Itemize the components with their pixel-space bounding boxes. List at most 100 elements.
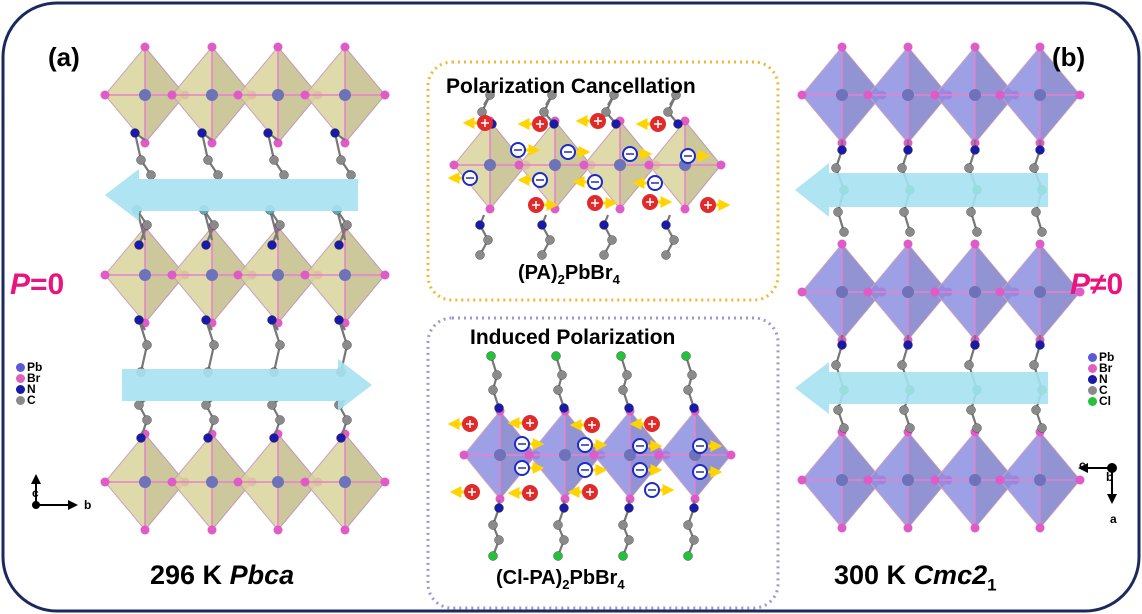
- positive-dipole: [569, 417, 600, 433]
- br-atom: [340, 138, 350, 148]
- chain-atom: [130, 128, 140, 138]
- negative-dipole: [632, 438, 663, 454]
- chain-atom: [209, 340, 219, 350]
- chain-atom: [483, 235, 493, 245]
- pb-atom: [836, 89, 848, 101]
- chain-atom: [833, 405, 843, 415]
- pbbr6-octahedron: [995, 239, 1085, 345]
- br-atom: [970, 523, 980, 533]
- br-atom: [903, 523, 913, 533]
- formula-subscript: 2: [562, 577, 570, 592]
- chain-atom: [624, 403, 634, 413]
- positive-dipole: [629, 416, 660, 432]
- pbbr6-octahedron: [300, 222, 390, 328]
- br-atom: [300, 477, 310, 487]
- negative-dipole: [577, 462, 608, 478]
- chain-bond: [478, 214, 490, 256]
- br-atom: [690, 494, 700, 504]
- space-group-subscript: 1: [987, 575, 997, 595]
- pb-atom: [969, 89, 981, 101]
- legend-label: Br: [27, 371, 41, 385]
- br-atom: [644, 160, 654, 170]
- chain-atom: [897, 163, 907, 173]
- chain-atom: [616, 351, 626, 361]
- legend-item-n: N: [16, 382, 36, 396]
- pbbr6-octahedron: [995, 42, 1085, 148]
- pb-atom: [339, 89, 351, 101]
- br-atom: [930, 475, 940, 485]
- chain-atom: [539, 107, 549, 117]
- chain-atom: [346, 170, 356, 180]
- negative-dipole: [510, 142, 541, 158]
- chain-atom: [1035, 145, 1045, 155]
- legend-swatch: [1088, 363, 1097, 373]
- pa-pbbr4-structure: [447, 90, 731, 260]
- panel-b-structure: [797, 42, 1085, 533]
- chain-atom: [551, 351, 561, 361]
- chain-atom: [209, 220, 219, 230]
- negative-dipole: [514, 460, 545, 476]
- br-atom: [380, 270, 390, 280]
- chain-atom: [336, 433, 346, 443]
- chain-atom: [599, 250, 609, 260]
- chain-atom: [336, 155, 346, 165]
- chain-atom: [269, 155, 279, 165]
- chain-atom: [201, 400, 211, 410]
- br-atom: [863, 475, 873, 485]
- br-atom: [233, 90, 243, 100]
- br-atom: [1035, 523, 1045, 533]
- top-box-title: Polarization Cancellation: [446, 75, 696, 98]
- polarization-symbol: P: [1070, 268, 1091, 301]
- chain-atom: [537, 220, 547, 230]
- br-atom: [100, 270, 110, 280]
- br-atom: [207, 138, 217, 148]
- chain-atom: [618, 520, 628, 530]
- br-atom: [340, 42, 350, 52]
- br-atom: [797, 475, 807, 485]
- chain-atom: [136, 433, 146, 443]
- pbbr6-octahedron: [863, 427, 953, 533]
- chain-atom: [553, 520, 563, 530]
- chain-bond: [602, 214, 614, 256]
- polarization-value: ≠0: [1090, 268, 1124, 301]
- legend-item-pb: Pb: [16, 360, 42, 374]
- br-atom: [100, 477, 110, 487]
- layer-arrow-right: [122, 359, 372, 411]
- legend-label: Cl: [1099, 394, 1111, 408]
- chain-atom: [209, 415, 219, 425]
- positive-dipole: [449, 484, 480, 500]
- chain-atom: [1035, 340, 1045, 350]
- panel-a-phase-label: 296 K Pbca: [150, 560, 294, 591]
- chain-atom: [905, 423, 915, 433]
- legend-item-br: Br: [1088, 361, 1112, 375]
- chain-atom: [492, 370, 502, 380]
- chain-atom: [681, 351, 691, 361]
- br-atom: [797, 90, 807, 100]
- chain-atom: [839, 423, 849, 433]
- br-atom: [797, 287, 807, 297]
- chain-atom: [837, 340, 847, 350]
- axis-c-label: c: [1079, 458, 1086, 472]
- chain-bond: [337, 319, 349, 373]
- positive-dipole: [700, 197, 731, 213]
- pbbr6-octahedron: [100, 222, 190, 328]
- br-atom: [970, 42, 980, 52]
- pbbr6-octahedron: [930, 42, 1020, 148]
- legend-item-pb: Pb: [1088, 350, 1114, 364]
- chain-atom: [330, 128, 340, 138]
- chain-atom: [553, 551, 563, 561]
- chain-atom: [833, 207, 843, 217]
- pb-atom: [206, 476, 218, 488]
- temperature: 296 K: [150, 560, 230, 590]
- chain-atom: [905, 227, 915, 237]
- chain-bond: [489, 355, 501, 409]
- chain-atom: [559, 503, 569, 513]
- br-atom: [140, 138, 150, 148]
- chain-atom: [203, 433, 213, 443]
- chain-atom: [488, 551, 498, 561]
- formula-part: PbBr: [564, 262, 613, 284]
- chain-atom: [964, 163, 974, 173]
- chain-atom: [549, 119, 559, 129]
